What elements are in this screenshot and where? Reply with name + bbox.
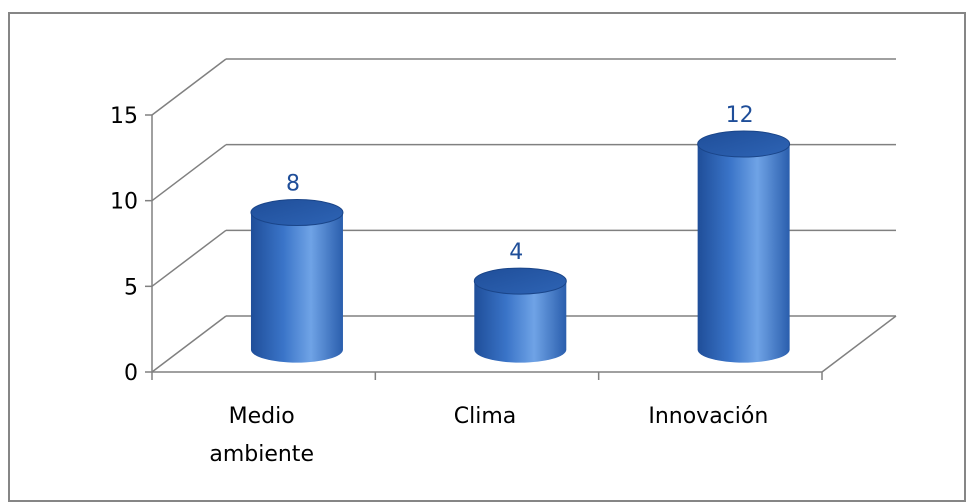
y-tick-label: 0 [124,361,138,386]
x-tick-label: Clima [454,404,517,429]
gridline-side [151,144,227,202]
data-label: 4 [509,240,523,265]
labels: 0 5 10 15 8 Medio ambiente 4 Clima 12 Innovación [110,103,768,467]
gridline-side [151,229,227,287]
data-label: 8 [286,172,300,197]
floor-right-edge [821,315,897,373]
x-tick-label: Medio ambiente [209,404,314,467]
data-label: 12 [726,103,754,128]
bar-cap [250,199,344,227]
y-tick-label: 5 [124,275,138,300]
bar-body [697,144,790,363]
bar [697,130,791,363]
axes [145,114,897,380]
gridline-side [151,315,227,373]
y-tick-label: 15 [110,104,138,129]
bar-body [250,212,343,363]
x-tick-label: Innovación [648,404,768,429]
bar-cap [697,130,791,158]
bar [473,267,567,363]
bar-cap [473,267,567,295]
gridline-side [151,58,227,116]
bars [250,130,791,363]
chart-frame [8,12,966,502]
y-tick-label: 10 [110,190,138,215]
bar-body [474,281,567,363]
bar [250,199,344,363]
